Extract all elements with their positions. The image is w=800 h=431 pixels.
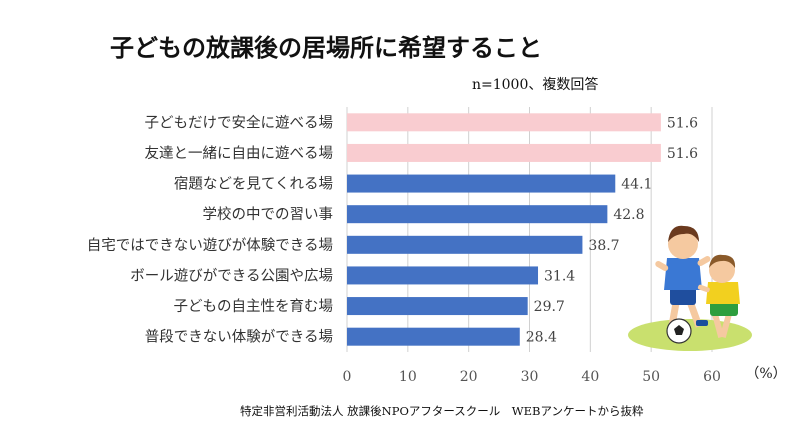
bar bbox=[347, 205, 608, 224]
category-label: 子どもだけで安全に遊べる場 bbox=[145, 113, 334, 131]
category-label: 自宅ではできない遊びが体験できる場 bbox=[87, 237, 333, 254]
x-tick-label: 50 bbox=[642, 369, 660, 385]
x-tick-label: 60 bbox=[703, 369, 721, 385]
soccer-ball-icon bbox=[666, 318, 692, 344]
bar bbox=[347, 297, 528, 316]
category-label: 子どもの自主性を育む場 bbox=[174, 298, 334, 315]
sample-note: n=1000、複数回答 bbox=[472, 77, 599, 93]
x-tick-label: 30 bbox=[521, 369, 539, 385]
bar bbox=[347, 174, 616, 193]
value-label: 31.4 bbox=[544, 268, 575, 284]
x-tick-label: 0 bbox=[343, 369, 352, 385]
category-label: 学校の中での習い事 bbox=[203, 206, 334, 223]
soccer-kids-illustration bbox=[628, 225, 752, 351]
value-label: 51.6 bbox=[667, 115, 698, 131]
value-label: 28.4 bbox=[526, 330, 557, 346]
x-unit-label: （%） bbox=[745, 366, 786, 382]
source-note: 特定非営利活動法人 放課後NPOアフタースクール WEBアンケートから抜粋 bbox=[240, 404, 644, 418]
bar bbox=[347, 266, 539, 285]
value-label: 51.6 bbox=[667, 146, 698, 162]
grid-lines bbox=[346, 107, 713, 352]
value-label: 38.7 bbox=[588, 238, 619, 254]
value-label: 42.8 bbox=[613, 207, 644, 223]
bar bbox=[347, 327, 520, 346]
x-tick-label: 20 bbox=[460, 369, 478, 385]
bar bbox=[347, 113, 661, 132]
category-label: 宿題などを見てくれる場 bbox=[174, 176, 333, 193]
bar bbox=[347, 235, 583, 254]
chart-title: 子どもの放課後の居場所に希望すること bbox=[110, 34, 542, 62]
value-label: 29.7 bbox=[534, 299, 565, 315]
category-label: 友達と一緒に自由に遊べる場 bbox=[145, 145, 334, 162]
big-boy-figure bbox=[655, 225, 711, 332]
labels: 0 10 20 30 40 50 60 （%） 子どもだけで安全に遊べる場 51.6 友達と一緒に自… bbox=[87, 113, 787, 385]
category-label: 普段できない体験ができる場 bbox=[145, 329, 333, 346]
category-label: ボール遊びができる公園や広場 bbox=[130, 267, 333, 284]
bars bbox=[347, 113, 661, 346]
small-boy-figure bbox=[697, 254, 740, 338]
value-label: 44.1 bbox=[621, 177, 652, 193]
bar bbox=[347, 143, 661, 162]
x-tick-label: 40 bbox=[581, 369, 599, 385]
x-tick-label: 10 bbox=[399, 369, 417, 385]
